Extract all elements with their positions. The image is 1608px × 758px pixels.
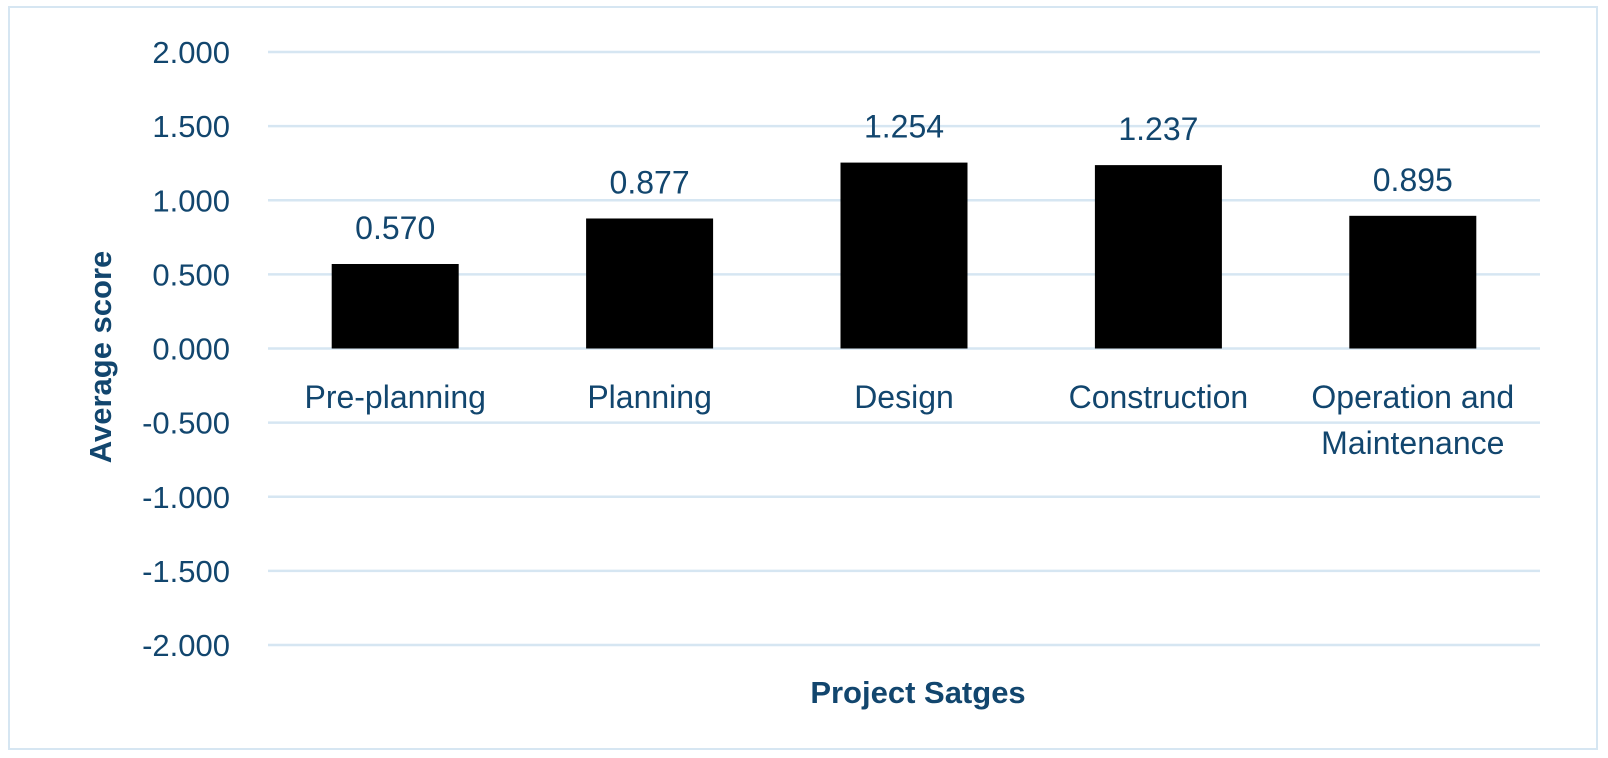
y-tick-label: -0.500	[142, 406, 230, 441]
data-label: 1.237	[1118, 111, 1198, 147]
y-tick-label: -1.500	[142, 554, 230, 589]
category-label: Planning	[587, 379, 712, 415]
gridlines	[268, 50, 1540, 647]
data-label: 0.877	[610, 164, 690, 200]
category-label: Construction	[1069, 379, 1249, 415]
y-axis-title: Average score	[83, 251, 118, 464]
category-label: Design	[854, 379, 954, 415]
bars	[331, 162, 1477, 349]
bar	[1349, 215, 1477, 349]
chart-frame	[8, 6, 1598, 750]
y-tick-label: 0.500	[152, 257, 230, 292]
y-tick-label: 1.000	[152, 183, 230, 218]
y-tick-label: 1.500	[152, 109, 230, 144]
category-label: Pre-planning	[304, 379, 485, 415]
x-axis-title: Project Satges	[810, 675, 1025, 710]
bar	[840, 162, 968, 349]
y-tick-label: 0.000	[152, 332, 230, 367]
data-labels: 0.570 0.877 1.254 1.237 0.895	[355, 109, 1453, 246]
y-tick-label: -1.000	[142, 480, 230, 515]
bar	[331, 263, 459, 349]
bar	[586, 218, 714, 349]
data-label: 0.570	[355, 210, 435, 246]
data-label: 0.895	[1373, 162, 1453, 198]
bar	[1094, 165, 1222, 349]
data-label: 1.254	[864, 109, 944, 145]
y-tick-labels: 2.000 1.500 1.000 0.500 0.000 -0.500 -1.000 -1.…	[142, 35, 230, 663]
category-labels: Pre-planning Planning Design Construction Op…	[304, 379, 1514, 461]
y-tick-label: 2.000	[152, 35, 230, 70]
category-label: Operation and Maintenance	[1311, 379, 1514, 461]
y-tick-label: -2.000	[142, 628, 230, 663]
